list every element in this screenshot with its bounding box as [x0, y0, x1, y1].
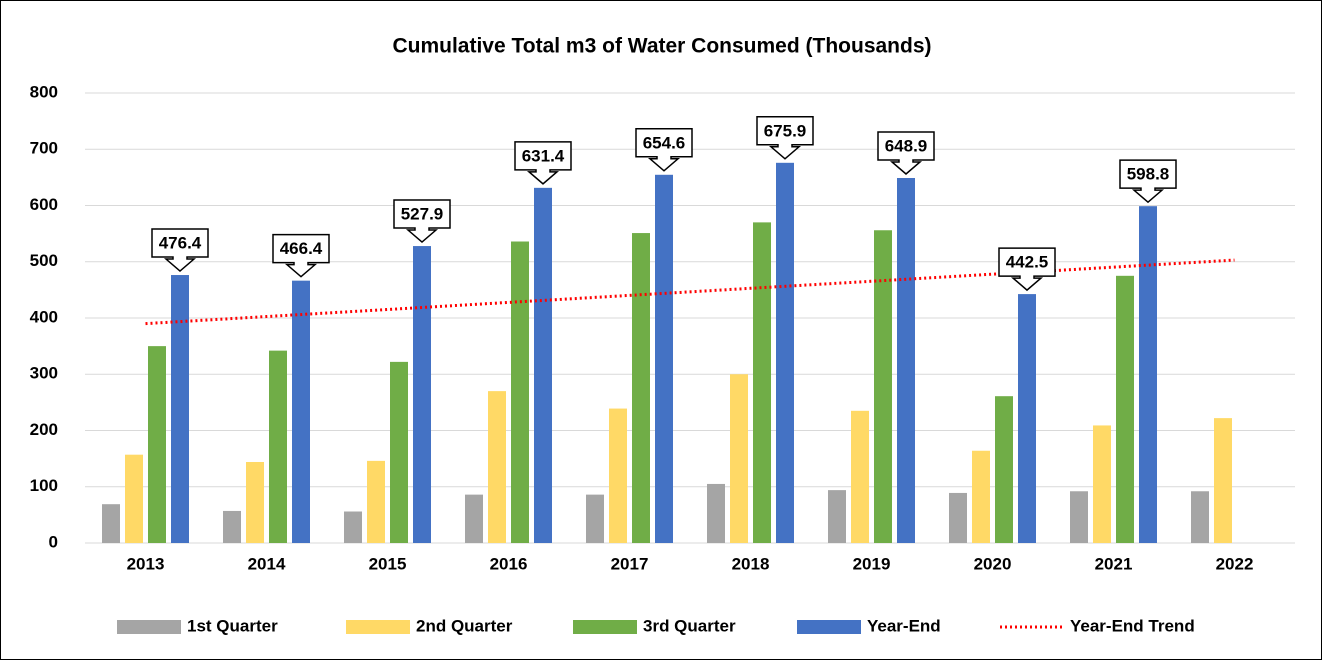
trend-line: [145, 258, 1235, 326]
data-label: 527.9: [401, 205, 444, 224]
bar: [511, 241, 529, 543]
data-label: 466.4: [280, 239, 323, 258]
legend-label: 2nd Quarter: [416, 616, 513, 635]
bar: [1070, 491, 1088, 543]
bar: [1139, 206, 1157, 544]
callout-box: [756, 116, 814, 160]
bar: [897, 177, 915, 543]
data-label: 648.9: [885, 136, 928, 155]
callout-box: [393, 199, 451, 244]
x-tick-label: 2014: [248, 554, 286, 573]
y-tick-label: 300: [30, 364, 58, 383]
bar: [632, 233, 650, 543]
x-tick-label: 2015: [369, 554, 407, 573]
bar: [246, 462, 264, 543]
bar: [148, 346, 166, 543]
bar: [223, 510, 241, 543]
bar: [655, 174, 673, 543]
bar: [390, 361, 408, 543]
bar: [344, 511, 362, 543]
bar: [753, 222, 771, 543]
y-tick-label: 700: [30, 139, 58, 158]
legend-label: Year-End: [867, 616, 941, 635]
bar: [972, 450, 990, 543]
legend-swatch: [797, 620, 861, 634]
callout-box: [514, 141, 572, 185]
data-label: 442.5: [1006, 253, 1049, 272]
bar: [465, 494, 483, 543]
x-tick-label: 2016: [490, 554, 528, 573]
bar: [102, 504, 120, 543]
callout-box: [151, 228, 209, 273]
x-tick-label: 2020: [974, 554, 1012, 573]
y-tick-label: 100: [30, 476, 58, 495]
bar: [730, 374, 748, 543]
y-tick-label: 0: [49, 532, 58, 551]
bar: [707, 483, 725, 543]
bar: [488, 391, 506, 543]
bar: [413, 246, 431, 543]
x-tick-label: 2019: [853, 554, 891, 573]
bar: [1093, 425, 1111, 543]
bar: [171, 275, 189, 543]
bar: [534, 187, 552, 543]
data-label: 631.4: [522, 146, 565, 165]
bar: [949, 492, 967, 543]
bar: [292, 280, 310, 543]
data-label: 598.8: [1127, 165, 1170, 184]
callout-box: [877, 131, 935, 175]
bar: [609, 408, 627, 543]
legend-swatch: [346, 620, 410, 634]
legend-label: 1st Quarter: [187, 616, 278, 635]
y-tick-label: 500: [30, 251, 58, 270]
bar: [851, 410, 869, 543]
bar: [828, 490, 846, 543]
legend-swatch: [573, 620, 637, 634]
bar: [269, 350, 287, 543]
x-tick-label: 2021: [1095, 554, 1133, 573]
legend-label: 3rd Quarter: [643, 616, 736, 635]
bar: [995, 396, 1013, 543]
y-tick-label: 200: [30, 420, 58, 439]
y-tick-label: 400: [30, 307, 58, 326]
callout-box: [272, 233, 330, 278]
bar: [874, 230, 892, 543]
legend-label: Year-End Trend: [1070, 616, 1195, 635]
y-tick-label: 600: [30, 195, 58, 214]
bar: [1214, 418, 1232, 543]
chart-title: Cumulative Total m3 of Water Consumed (T…: [392, 35, 931, 58]
y-tick-label: 800: [30, 82, 58, 101]
x-tick-label: 2013: [127, 554, 165, 573]
callout-box: [635, 128, 693, 172]
bar: [125, 454, 143, 543]
bar: [367, 460, 385, 543]
data-label: 675.9: [764, 121, 807, 140]
x-tick-label: 2017: [611, 554, 649, 573]
bar: [1191, 491, 1209, 543]
x-tick-label: 2022: [1216, 554, 1254, 573]
data-label: 654.6: [643, 133, 686, 152]
callout-box: [1119, 159, 1177, 204]
legend-swatch: [117, 620, 181, 634]
callout-box: [998, 247, 1056, 292]
bar: [776, 162, 794, 543]
bar: [1116, 275, 1134, 543]
bar: [1018, 294, 1036, 543]
data-label: 476.4: [159, 234, 202, 253]
x-tick-label: 2018: [732, 554, 770, 573]
bar: [586, 494, 604, 543]
